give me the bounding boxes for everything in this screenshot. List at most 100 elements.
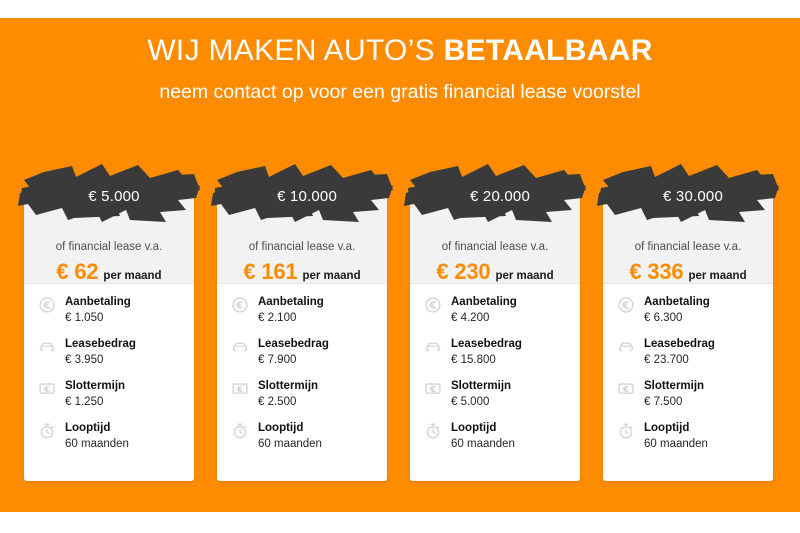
spec-row: Slottermijn € 5.000 xyxy=(424,379,566,411)
car-icon xyxy=(424,338,442,356)
car-icon xyxy=(617,338,635,356)
lease-from-label: of financial lease v.a. xyxy=(248,241,356,253)
euro-banknote-icon xyxy=(424,380,442,398)
spec-value: € 23.700 xyxy=(644,354,689,366)
euro-banknote-icon xyxy=(617,380,635,398)
stopwatch-icon xyxy=(617,422,635,440)
spec-value: 60 maanden xyxy=(258,438,322,450)
header-block: WIJ MAKEN AUTO’S BETAALBAAR neem contact… xyxy=(0,32,800,105)
euro-coin-icon xyxy=(617,296,635,314)
spec-value: € 6.300 xyxy=(644,312,683,324)
monthly-price: € 336 xyxy=(629,259,684,284)
pricing-card[interactable]: € 20.000 of financial lease v.a. € 230 per … xyxy=(404,164,586,481)
page-subtitle: neem contact op voor een gratis financia… xyxy=(159,81,641,103)
pricing-card[interactable]: € 30.000 of financial lease v.a. € 336 per … xyxy=(597,164,779,481)
monthly-price-line: € 230 per maand xyxy=(410,259,580,285)
stopwatch-icon xyxy=(38,422,56,440)
spec-label: Leasebedrag xyxy=(65,338,136,350)
spec-row: Slottermijn € 2.500 xyxy=(231,379,373,411)
headline-normal-part: WIJ MAKEN AUTO’S xyxy=(147,34,444,67)
stopwatch-icon xyxy=(231,422,249,440)
spec-value: 60 maanden xyxy=(451,438,515,450)
card-amount: € 5.000 xyxy=(88,187,140,205)
card-specs-list: Aanbetaling € 2.100 Leasebedrag € 7.900 Slot… xyxy=(217,284,387,481)
spec-label: Slottermijn xyxy=(644,380,705,392)
spec-row: Aanbetaling € 4.200 xyxy=(424,295,566,327)
card-specs-list: Aanbetaling € 4.200 Leasebedrag € 15.800 Slo… xyxy=(410,284,580,481)
card-amount: € 20.000 xyxy=(470,187,530,205)
card-header: € 30.000 of financial lease v.a. € 336 per … xyxy=(597,164,779,284)
per-month-label: per maand xyxy=(302,270,361,282)
spec-label: Leasebedrag xyxy=(451,338,522,350)
spec-value: € 2.100 xyxy=(258,312,297,324)
card-header: € 5.000 of financial lease v.a. € 62 per ma… xyxy=(18,164,200,285)
monthly-price: € 161 xyxy=(243,259,298,284)
spec-label: Slottermijn xyxy=(258,380,319,392)
euro-banknote-icon xyxy=(38,380,56,398)
monthly-price-line: € 62 per maand xyxy=(24,259,194,285)
spec-value: € 1.050 xyxy=(65,312,104,324)
spec-row: Slottermijn € 7.500 xyxy=(617,379,759,411)
euro-coin-icon xyxy=(38,296,56,314)
spec-row: Leasebedrag € 7.900 xyxy=(231,337,373,369)
pricing-cards-row: € 5.000 of financial lease v.a. € 62 per ma… xyxy=(18,164,779,481)
spec-label: Aanbetaling xyxy=(65,296,131,308)
spec-label: Looptijd xyxy=(65,422,111,434)
spec-label: Slottermijn xyxy=(451,380,512,392)
spec-label: Aanbetaling xyxy=(644,296,710,308)
monthly-price: € 62 xyxy=(56,259,99,284)
per-month-label: per maand xyxy=(103,270,162,282)
pricing-card[interactable]: € 5.000 of financial lease v.a. € 62 per ma… xyxy=(18,164,200,481)
spec-value: € 5.000 xyxy=(451,396,490,408)
spec-value: € 15.800 xyxy=(451,354,496,366)
pricing-card[interactable]: € 10.000 of financial lease v.a. € 161 per … xyxy=(211,164,393,481)
spec-row: Aanbetaling € 6.300 xyxy=(617,295,759,327)
spec-value: € 1.250 xyxy=(65,396,104,408)
card-header: € 10.000 of financial lease v.a. € 161 per … xyxy=(211,164,393,285)
spec-row: Leasebedrag € 3.950 xyxy=(38,337,180,369)
spec-value: € 3.950 xyxy=(65,354,104,366)
spec-label: Leasebedrag xyxy=(644,338,715,350)
spec-row: Aanbetaling € 1.050 xyxy=(38,295,180,327)
card-header: € 20.000 of financial lease v.a. € 230 per … xyxy=(404,164,586,285)
spec-row: Looptijd 60 maanden xyxy=(38,421,180,453)
spec-label: Leasebedrag xyxy=(258,338,329,350)
spec-value: € 7.900 xyxy=(258,354,297,366)
spec-label: Looptijd xyxy=(644,422,690,434)
per-month-label: per maand xyxy=(495,270,554,282)
stopwatch-icon xyxy=(424,422,442,440)
spec-label: Aanbetaling xyxy=(451,296,517,308)
headline-strong-part: BETAALBAAR xyxy=(443,34,653,67)
car-icon xyxy=(231,338,249,356)
spec-row: Looptijd 60 maanden xyxy=(424,421,566,453)
lease-from-label: of financial lease v.a. xyxy=(55,241,163,253)
spec-row: Looptijd 60 maanden xyxy=(617,421,759,453)
spec-label: Aanbetaling xyxy=(258,296,324,308)
spec-value: € 7.500 xyxy=(644,396,683,408)
page-title: WIJ MAKEN AUTO’S BETAALBAAR xyxy=(0,32,800,70)
euro-banknote-icon xyxy=(231,380,249,398)
spec-label: Looptijd xyxy=(451,422,497,434)
monthly-price-line: € 161 per maand xyxy=(217,259,387,285)
euro-coin-icon xyxy=(231,296,249,314)
card-amount: € 10.000 xyxy=(277,187,337,205)
card-amount: € 30.000 xyxy=(663,187,723,205)
card-specs-list: Aanbetaling € 1.050 Leasebedrag € 3.950 Slot… xyxy=(24,284,194,481)
spec-row: Leasebedrag € 23.700 xyxy=(617,337,759,369)
spec-row: Aanbetaling € 2.100 xyxy=(231,295,373,327)
monthly-price: € 230 xyxy=(436,259,491,284)
spec-row: Leasebedrag € 15.800 xyxy=(424,337,566,369)
spec-row: Looptijd 60 maanden xyxy=(231,421,373,453)
spec-value: € 2.500 xyxy=(258,396,297,408)
lease-from-label: of financial lease v.a. xyxy=(634,241,742,253)
spec-label: Slottermijn xyxy=(65,380,126,392)
spec-value: 60 maanden xyxy=(644,438,708,450)
spec-label: Looptijd xyxy=(258,422,304,434)
car-icon xyxy=(38,338,56,356)
spec-row: Slottermijn € 1.250 xyxy=(38,379,180,411)
spec-value: 60 maanden xyxy=(65,438,129,450)
per-month-label: per maand xyxy=(688,270,747,282)
lease-from-label: of financial lease v.a. xyxy=(441,241,549,253)
spec-value: € 4.200 xyxy=(451,312,490,324)
